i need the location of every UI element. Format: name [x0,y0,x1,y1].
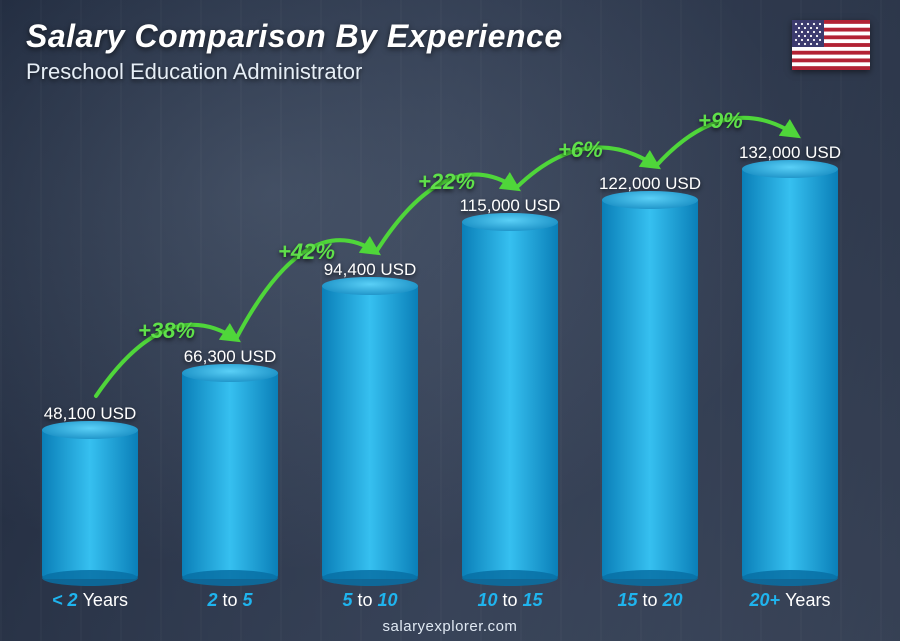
pct-change-label: +9% [698,108,743,134]
footer-site: salaryexplorer.com [0,618,900,635]
flag-icon [792,20,870,70]
pct-change-label: +6% [558,137,603,163]
pct-change-label: +22% [418,169,475,195]
category-label: 2 to 5 [160,590,300,611]
category-label: 15 to 20 [580,590,720,611]
pct-change-label: +42% [278,239,335,265]
chart-stage: Salary Comparison By Experience Preschoo… [0,0,900,641]
pct-change-label: +38% [138,318,195,344]
bar-chart: 48,100 USD66,300 USD94,400 USD115,000 US… [20,79,860,579]
category-label: 20+ Years [720,590,860,611]
category-label: < 2 Years [20,590,160,611]
category-row: < 2 Years2 to 55 to 1010 to 1515 to 2020… [20,590,860,611]
category-label: 10 to 15 [440,590,580,611]
category-label: 5 to 10 [300,590,440,611]
title-block: Salary Comparison By Experience Preschoo… [26,18,563,85]
chart-title: Salary Comparison By Experience [26,18,563,55]
